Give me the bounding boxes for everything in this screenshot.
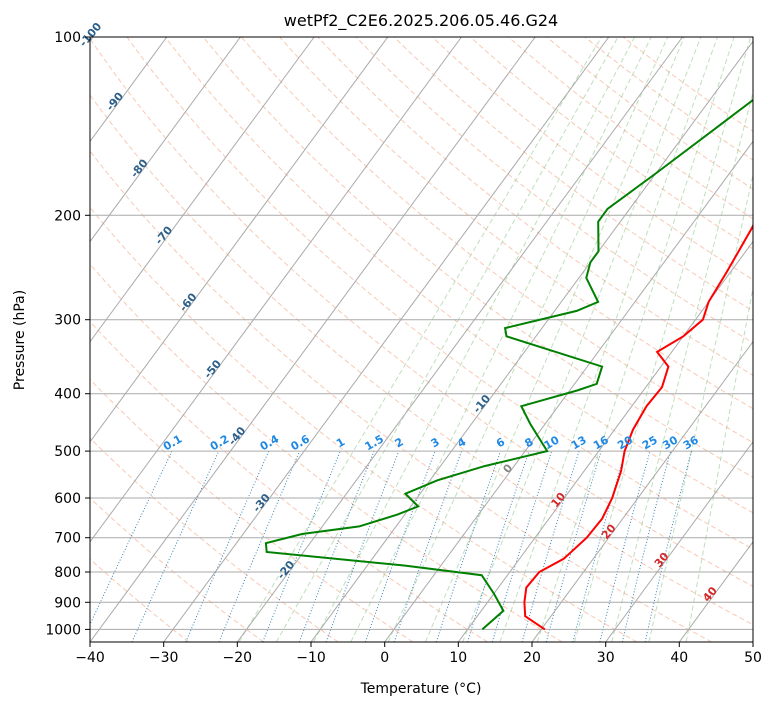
isotherm <box>236 37 683 642</box>
x-tick-label: 10 <box>449 650 467 666</box>
dry-adiabat <box>90 206 638 642</box>
dry-adiabat <box>584 37 753 161</box>
mixing-ratio-line <box>131 450 220 642</box>
dry-adiabat <box>470 37 753 250</box>
background-lines <box>90 37 753 642</box>
x-tick-label: −30 <box>149 650 179 666</box>
x-axis: −40 −30 −20 −10 0 10 20 30 40 50 <box>75 642 762 666</box>
isotherm <box>457 240 753 642</box>
dry-adiabat <box>90 320 488 642</box>
dry-adiabat <box>90 497 264 642</box>
mixing-ratio-line <box>393 450 463 642</box>
moist-adiabat <box>350 37 652 642</box>
profiles <box>264 98 753 631</box>
plot-frame <box>89 36 754 643</box>
dry-adiabat <box>546 37 753 190</box>
isotherm <box>90 37 389 443</box>
y-tick-label: 1000 <box>45 622 81 638</box>
moist-adiabat <box>275 37 619 642</box>
mixing-ratio-line <box>262 450 341 642</box>
mixing-ratio-line <box>435 450 501 642</box>
dry-adiabat <box>90 150 712 642</box>
moist-adiabat <box>685 285 753 642</box>
y-tick-label: 300 <box>54 313 81 329</box>
isotherm <box>163 37 610 642</box>
gridlines <box>90 37 753 642</box>
moist-adiabat <box>462 37 702 642</box>
isotherm <box>531 340 753 642</box>
y-tick-label: 100 <box>54 30 81 46</box>
mixing-ratio-line <box>364 450 436 642</box>
x-tick-label: 40 <box>670 650 688 666</box>
isotherm <box>605 440 753 642</box>
dewpoint-profile <box>264 98 753 631</box>
y-tick-label: 900 <box>54 595 81 611</box>
y-tick-label: 400 <box>54 387 81 403</box>
dry-adiabat <box>317 37 753 376</box>
y-tick-label: 700 <box>54 531 81 547</box>
moist-adiabat <box>499 37 718 642</box>
chart-title: wetPf2_C2E6.2025.206.05.46.G24 <box>284 11 558 31</box>
moist-adiabat <box>611 90 753 642</box>
dry-adiabat <box>393 37 753 312</box>
mixing-ratio-line <box>521 450 580 642</box>
x-tick-label: −40 <box>75 650 105 666</box>
dry-adiabat <box>90 263 563 642</box>
isotherm <box>90 37 168 143</box>
x-tick-label: −10 <box>296 650 326 666</box>
mixing-ratio-line <box>545 450 602 642</box>
x-tick-label: 50 <box>744 650 762 666</box>
x-tick-label: 0 <box>380 650 389 666</box>
dry-adiabat <box>164 37 753 514</box>
temperature-profile <box>523 223 753 631</box>
y-axis-label: Pressure (hPa) <box>12 290 28 390</box>
x-tick-label: −20 <box>223 650 253 666</box>
moist-adiabat <box>424 37 685 642</box>
moist-adiabat <box>313 37 636 642</box>
isotherm <box>90 37 241 243</box>
moist-adiabat <box>536 37 735 642</box>
mixing-ratio-line <box>90 450 173 626</box>
y-tick-label: 600 <box>54 491 81 507</box>
dry-adiabat <box>202 37 753 478</box>
y-tick-label: 200 <box>54 208 81 224</box>
moist-adiabat <box>573 37 752 642</box>
y-tick-label: 800 <box>54 565 81 581</box>
mixing-ratio-line <box>467 450 530 642</box>
dry-adiabat <box>90 94 753 626</box>
moist-adiabat <box>238 37 602 642</box>
mixing-ratio-line <box>491 450 553 642</box>
isotherm <box>310 40 753 642</box>
moist-adiabat <box>387 37 669 642</box>
y-tick-label: 500 <box>54 444 81 460</box>
mixing-ratio-line <box>298 450 375 642</box>
x-tick-label: 30 <box>597 650 615 666</box>
isotherm <box>384 140 753 642</box>
y-axis: 100 200 300 400 500 600 700 800 900 1000 <box>45 30 90 638</box>
dry-adiabat <box>241 37 753 444</box>
isotherm <box>90 37 536 642</box>
dry-adiabat <box>355 37 753 344</box>
mixing-ratio-line <box>325 450 400 642</box>
dry-adiabat <box>90 37 753 587</box>
x-axis-label: Temperature (°C) <box>360 681 482 697</box>
dry-adiabat <box>126 37 753 550</box>
x-tick-label: 20 <box>523 650 541 666</box>
isotherm <box>90 37 315 343</box>
dry-adiabat <box>279 37 753 410</box>
